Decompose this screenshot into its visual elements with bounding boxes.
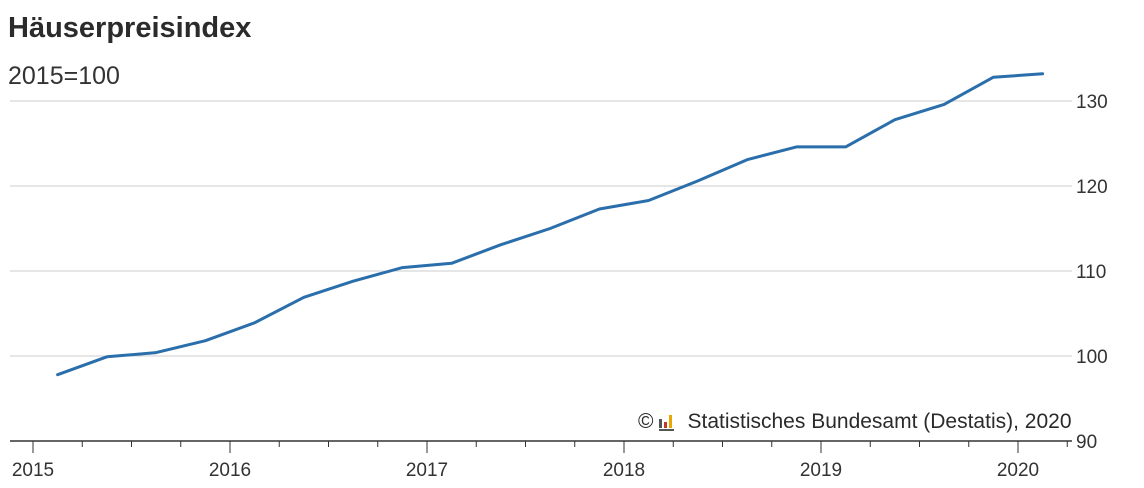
data-point-2017-Q3 bbox=[549, 227, 552, 230]
y-tick-label-130: 130 bbox=[1076, 92, 1108, 113]
data-point-2016-Q2 bbox=[302, 296, 305, 299]
y-tick-label-120: 120 bbox=[1076, 177, 1108, 198]
chart-title: Häuserpreisindex bbox=[8, 12, 252, 44]
grid-lines bbox=[10, 100, 1072, 357]
data-point-2019-Q2 bbox=[893, 118, 896, 121]
data-point-2017-Q4 bbox=[598, 208, 601, 211]
y-tick-label-90: 90 bbox=[1076, 432, 1097, 453]
data-point-2019-Q4 bbox=[992, 76, 995, 79]
data-point-2019-Q1 bbox=[844, 145, 847, 148]
data-point-2019-Q3 bbox=[943, 103, 946, 106]
data-point-2015-Q2 bbox=[105, 355, 108, 358]
data-point-2018-Q1 bbox=[647, 199, 650, 202]
data-point-2016-Q1 bbox=[253, 321, 256, 324]
series-line-0 bbox=[56, 72, 1045, 377]
data-point-2018-Q4 bbox=[795, 145, 798, 148]
y-tick-label-100: 100 bbox=[1076, 347, 1108, 368]
y-tick-label-110: 110 bbox=[1076, 262, 1106, 283]
data-point-2015-Q4 bbox=[204, 339, 207, 342]
x-axis bbox=[10, 440, 1072, 453]
y-axis-labels: 90 100 110 120 130 bbox=[1076, 92, 1108, 453]
data-point-2016-Q3 bbox=[352, 280, 355, 283]
chart-subtitle: 2015=100 bbox=[8, 62, 120, 90]
data-point-2016-Q4 bbox=[401, 266, 404, 269]
data-point-2015-Q3 bbox=[155, 351, 158, 354]
copyright-icon: © bbox=[638, 410, 654, 433]
data-point-2017-Q2 bbox=[499, 243, 502, 246]
x-tick-label-2018: 2018 bbox=[603, 460, 645, 481]
x-tick-label-2015: 2015 bbox=[12, 460, 54, 481]
x-tick-label-2020: 2020 bbox=[997, 460, 1039, 481]
data-point-2018-Q3 bbox=[746, 158, 749, 161]
data-point-2017-Q1 bbox=[450, 262, 453, 265]
data-point-2020-Q1 bbox=[1041, 72, 1044, 75]
source-credit: © Statistisches Bundesamt (Destatis), 20… bbox=[638, 410, 1072, 434]
source-text: Statistisches Bundesamt (Destatis), 2020 bbox=[687, 410, 1072, 433]
x-tick-label-2019: 2019 bbox=[800, 460, 842, 481]
data-point-2015-Q1 bbox=[56, 373, 59, 376]
x-tick-label-2017: 2017 bbox=[406, 460, 448, 481]
series-layer bbox=[56, 72, 1045, 377]
x-axis-labels: 2015 2016 2017 2018 2019 2020 bbox=[12, 460, 1039, 481]
destatis-logo-icon bbox=[659, 413, 675, 431]
data-point-2018-Q2 bbox=[696, 179, 699, 182]
x-tick-label-2016: 2016 bbox=[209, 460, 251, 481]
